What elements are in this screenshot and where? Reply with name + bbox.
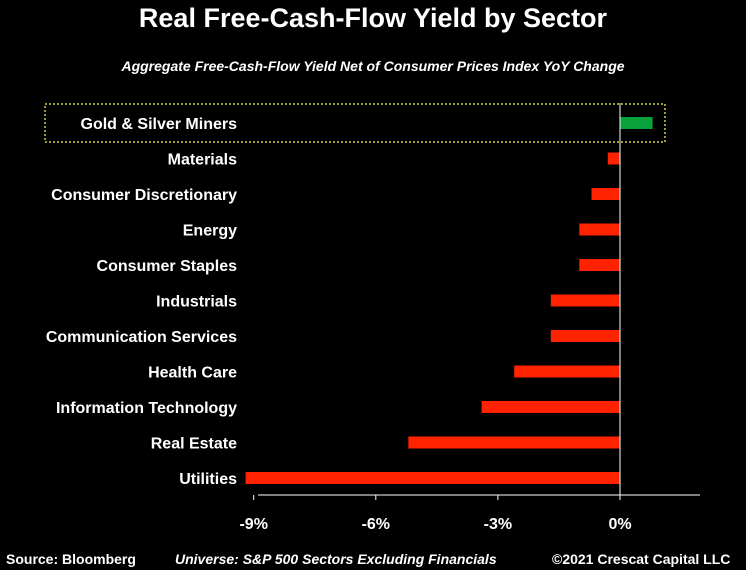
bar-real-estate [408,436,620,449]
bar-information-technology [481,401,620,413]
bar-consumer-staples [579,259,620,271]
bar-energy [579,223,620,236]
bar-industrials [550,294,620,307]
bar-communication-services [550,330,620,342]
category-label: Gold & Silver Miners [81,116,238,133]
universe-note: Universe: S&P 500 Sectors Excluding Fina… [175,551,497,567]
bar-chart: Gold & Silver Miners Materials Consumer Di… [44,103,700,533]
chart-subtitle: Aggregate Free-Cash-Flow Yield Net of Co… [121,58,625,74]
category-label: Communication Services [46,329,237,346]
x-tick-label: -3% [484,516,512,533]
chart-title: Real Free-Cash-Flow Yield by Sector [138,3,608,33]
bar-health-care [514,365,620,378]
category-label: Utilities [179,471,237,488]
category-label: Consumer Staples [97,258,238,275]
source-note: Source: Bloomberg [6,551,136,567]
category-label: Energy [183,223,237,240]
category-label: Information Technology [56,400,237,417]
bar-gold-silver-miners [620,117,653,129]
bar-materials [607,152,620,165]
category-label: Health Care [148,365,237,382]
category-label: Real Estate [151,436,237,453]
x-tick-label: -9% [239,516,267,533]
category-label: Industrials [156,294,237,311]
copyright-note: ©2021 Crescat Capital LLC [552,551,731,567]
bar-utilities [245,472,620,484]
bar-consumer-discretionary [591,188,620,200]
category-label: Materials [168,152,237,169]
x-tick-label: 0% [608,516,631,533]
highlight-box [44,103,666,143]
x-tick-label: -6% [362,516,390,533]
category-label: Consumer Discretionary [51,187,237,204]
